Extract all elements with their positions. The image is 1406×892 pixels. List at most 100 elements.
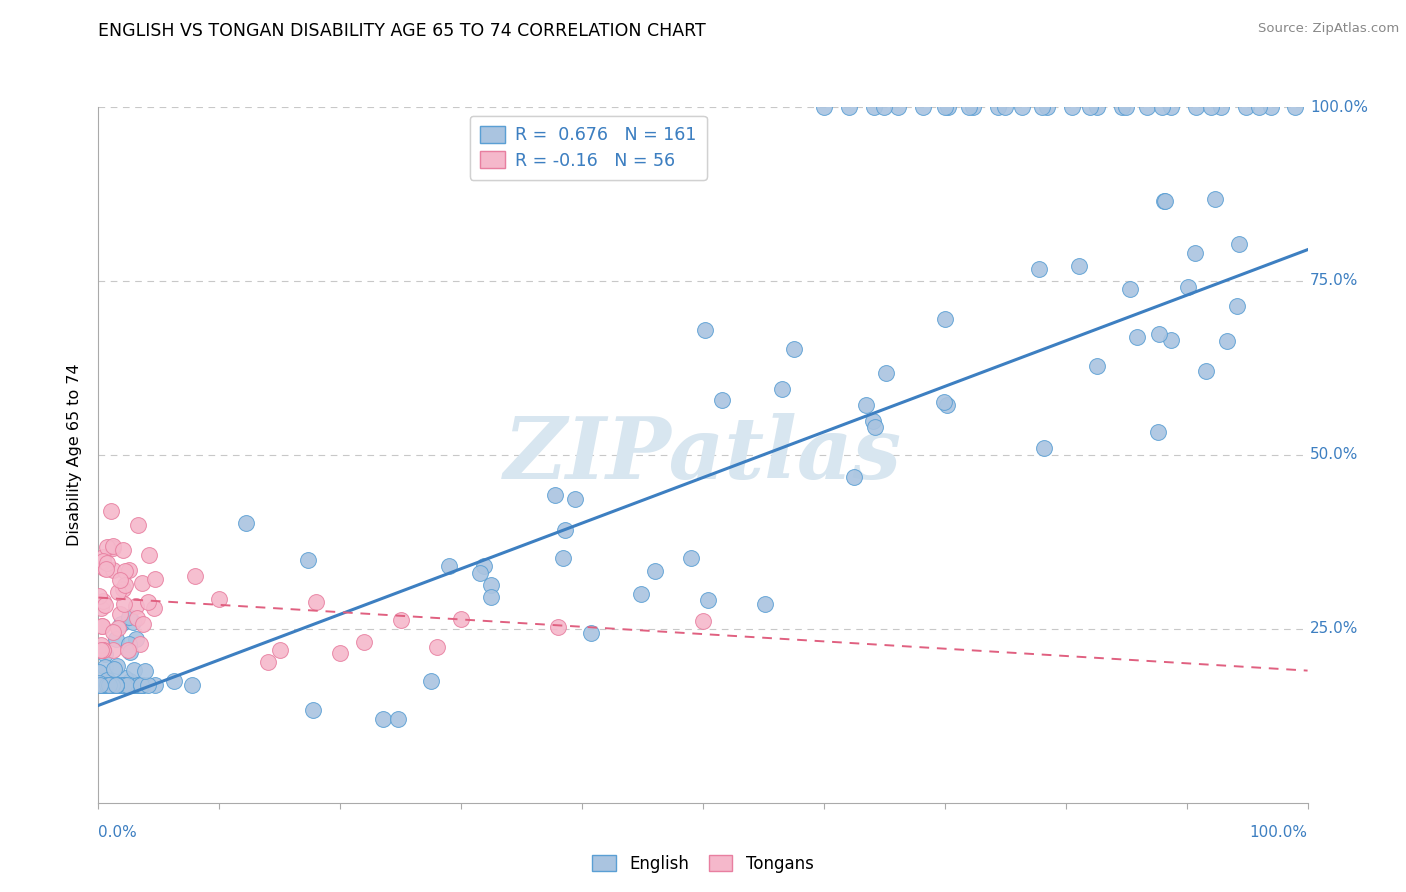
Point [101, 625, 124, 640]
Point [89, 677, 111, 691]
Point [127, 677, 149, 691]
Point [544, 488, 567, 502]
Text: 100.0%: 100.0% [1310, 100, 1368, 114]
Point [302, 702, 325, 716]
Point [97, 677, 120, 691]
Point [89, 677, 111, 691]
Point [1147, 425, 1170, 440]
Point [89, 676, 111, 690]
Point [129, 677, 152, 691]
Point [208, 591, 231, 606]
Point [957, 100, 980, 114]
Point [89, 677, 111, 691]
Point [1177, 280, 1199, 294]
Point [105, 658, 128, 673]
Point [127, 677, 149, 691]
Point [110, 677, 132, 691]
Legend: English, Tongans: English, Tongans [586, 848, 820, 880]
Point [297, 553, 319, 567]
Point [91, 619, 114, 633]
Point [479, 590, 502, 604]
Point [184, 569, 207, 583]
Point [104, 677, 127, 691]
Point [91, 677, 114, 691]
Text: ENGLISH VS TONGAN DISABILITY AGE 65 TO 74 CORRELATION CHART: ENGLISH VS TONGAN DISABILITY AGE 65 TO 7… [98, 22, 706, 40]
Point [118, 645, 141, 659]
Point [111, 677, 134, 691]
Point [862, 414, 884, 428]
Text: ZIPatlas: ZIPatlas [503, 413, 903, 497]
Point [91, 550, 114, 565]
Point [96, 677, 118, 691]
Text: Source: ZipAtlas.com: Source: ZipAtlas.com [1258, 22, 1399, 36]
Point [450, 612, 472, 626]
Point [305, 595, 328, 609]
Point [472, 558, 495, 573]
Point [887, 100, 910, 114]
Point [426, 640, 449, 654]
Text: 50.0%: 50.0% [1310, 448, 1358, 462]
Point [1147, 326, 1170, 341]
Point [1204, 192, 1226, 206]
Point [1126, 330, 1149, 344]
Point [125, 632, 148, 646]
Point [962, 100, 984, 114]
Point [862, 100, 884, 114]
Point [128, 637, 150, 651]
Point [91, 642, 114, 657]
Point [1260, 100, 1282, 114]
Point [96, 561, 118, 575]
Point [112, 677, 135, 691]
Point [98, 677, 121, 691]
Point [104, 677, 127, 691]
Point [98, 677, 121, 691]
Point [104, 677, 127, 691]
Point [711, 393, 734, 408]
Point [98, 677, 121, 691]
Point [131, 677, 153, 691]
Point [117, 642, 139, 657]
Point [122, 615, 145, 629]
Point [1135, 100, 1157, 114]
Point [134, 664, 156, 678]
Point [100, 677, 122, 691]
Point [387, 712, 409, 726]
Point [373, 712, 395, 726]
Point [120, 673, 142, 688]
Point [103, 662, 125, 676]
Point [112, 597, 135, 611]
Point [100, 504, 122, 518]
Point [97, 677, 120, 691]
Point [100, 677, 122, 691]
Point [1062, 100, 1084, 114]
Point [89, 642, 111, 657]
Point [1115, 100, 1137, 114]
Point [118, 636, 141, 650]
Point [101, 539, 124, 553]
Point [1033, 441, 1056, 455]
Point [1199, 100, 1222, 114]
Point [479, 578, 502, 592]
Point [1085, 359, 1108, 373]
Point [93, 594, 115, 608]
Point [122, 663, 145, 677]
Point [96, 677, 118, 691]
Point [697, 592, 720, 607]
Point [96, 556, 118, 570]
Point [107, 677, 129, 691]
Point [96, 673, 118, 688]
Point [1216, 334, 1239, 348]
Legend: R =  0.676   N = 161, R = -0.16   N = 56: R = 0.676 N = 161, R = -0.16 N = 56 [470, 116, 707, 180]
Point [838, 100, 860, 114]
Point [114, 677, 136, 691]
Point [235, 516, 257, 531]
Point [101, 677, 124, 691]
Point [124, 677, 146, 691]
Point [842, 470, 865, 484]
Point [110, 617, 132, 632]
Point [122, 677, 145, 691]
Point [108, 574, 131, 588]
Point [693, 323, 716, 337]
Point [1154, 194, 1177, 209]
Point [98, 677, 121, 691]
